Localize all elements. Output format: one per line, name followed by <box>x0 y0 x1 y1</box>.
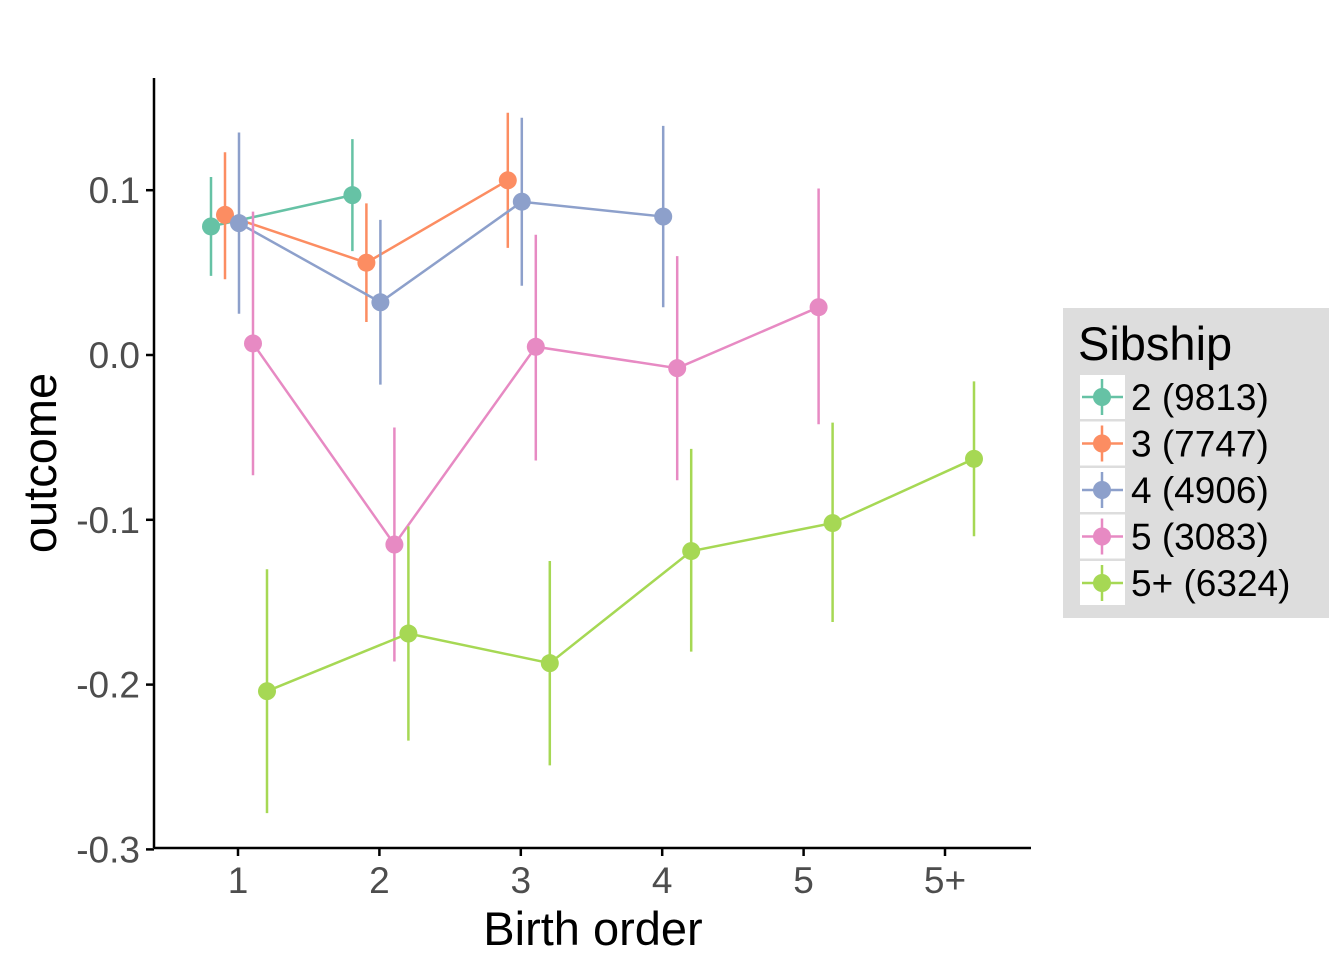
legend-label: 3 (7747) <box>1131 424 1269 465</box>
y-tick-label: 0.1 <box>89 170 140 211</box>
data-point <box>244 334 262 353</box>
axes <box>152 78 1031 850</box>
data-point <box>385 535 404 554</box>
series-5 <box>258 381 983 814</box>
data-point <box>809 298 828 317</box>
y-tick-label: -0.1 <box>76 500 140 541</box>
legend-key-point <box>1093 434 1111 453</box>
x-tick-label: 5 <box>793 860 814 901</box>
legend-key-point <box>1093 481 1111 499</box>
series-line <box>238 200 664 304</box>
legend-label: 4 (4906) <box>1131 470 1269 511</box>
data-point <box>526 337 545 356</box>
data-point <box>654 207 673 226</box>
series-3 <box>230 117 673 385</box>
data-point <box>202 217 220 236</box>
data-point <box>965 449 983 468</box>
x-tick-label: 2 <box>369 860 390 901</box>
legend-label: 5+ (6324) <box>1131 563 1290 604</box>
legend-key-point <box>1093 574 1111 592</box>
legend-item: 3 (7747) <box>1080 421 1269 466</box>
data-point <box>682 542 701 561</box>
legend-label: 5 (3083) <box>1131 517 1269 558</box>
series-2 <box>216 112 517 323</box>
x-tick-label: 3 <box>511 860 532 901</box>
x-tick-label: 1 <box>228 860 249 901</box>
x-axis-title: Birth order <box>483 902 702 955</box>
data-point <box>668 359 687 378</box>
y-tick-label: -0.3 <box>76 829 140 870</box>
y-tick-label: 0.0 <box>89 335 140 376</box>
legend-label: 2 (9813) <box>1131 377 1269 418</box>
legend-key-point <box>1093 388 1111 406</box>
y-axis-title: outcome <box>13 373 66 553</box>
legend-item: 4 (4906) <box>1080 468 1269 512</box>
data-point <box>540 654 559 673</box>
data-point <box>230 214 248 233</box>
legend: Sibship 2 (9813) 3 (7747) 4 (4906) 5 (3083)… <box>1063 308 1329 618</box>
data-point <box>371 293 390 312</box>
plot-area <box>202 112 983 814</box>
series-4 <box>244 188 828 662</box>
y-ticks: 0.1 0.0 -0.1 -0.2 -0.3 <box>76 170 154 870</box>
x-ticks: 1 2 3 4 5 5+ <box>228 848 966 901</box>
data-point <box>357 253 376 272</box>
legend-item: 5 (3083) <box>1080 514 1269 559</box>
legend-item: 5+ (6324) <box>1080 561 1290 605</box>
data-point <box>512 192 531 211</box>
x-tick-label: 5+ <box>924 860 966 901</box>
x-tick-label: 4 <box>652 860 673 901</box>
legend-item: 2 (9813) <box>1080 375 1269 419</box>
data-point <box>498 171 517 190</box>
data-point <box>258 682 276 701</box>
data-point <box>823 514 842 533</box>
y-tick-label: -0.2 <box>76 665 140 706</box>
data-point <box>216 205 234 224</box>
data-point <box>399 624 418 643</box>
legend-key-point <box>1093 527 1111 546</box>
data-point <box>343 186 362 205</box>
legend-title: Sibship <box>1078 317 1232 370</box>
series-line <box>266 457 975 693</box>
legend-items: 2 (9813) 3 (7747) 4 (4906) 5 (3083) 5+ (6324… <box>1080 375 1290 605</box>
